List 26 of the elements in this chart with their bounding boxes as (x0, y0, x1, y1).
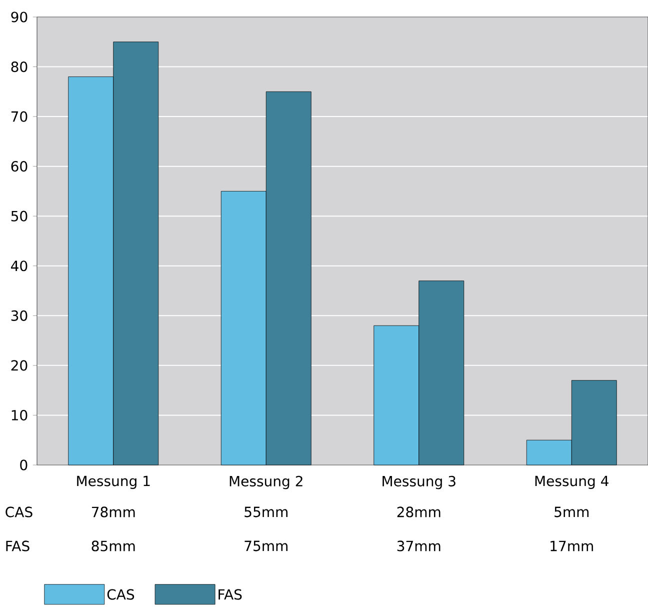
data-label: 78mm (92, 506, 135, 518)
x-tick-label: Messung 3 (382, 476, 456, 490)
legend-label: FAS (218, 589, 242, 600)
data-label: 85mm (92, 540, 135, 552)
y-tick-label: 0 (20, 460, 28, 470)
y-tick-label: 50 (11, 210, 28, 222)
y-tick-label: 80 (11, 61, 28, 72)
text: FAS (6, 540, 30, 552)
y-tick-label: 30 (11, 310, 28, 321)
legend-label: CAS (107, 589, 134, 600)
data-label: 37mm (397, 540, 440, 552)
text: CAS (6, 506, 32, 518)
data-label: 55mm (244, 506, 288, 518)
y-tick-label: 90 (11, 12, 28, 22)
data-label: 5mm (554, 506, 589, 518)
x-tick-label: Messung 1 (77, 476, 150, 489)
y-tick-label: 60 (11, 161, 28, 172)
data-label: 17mm (550, 540, 593, 552)
x-tick-label: Messung 2 (230, 476, 302, 490)
y-tick-label: 40 (11, 260, 28, 272)
y-tick-label: 10 (12, 410, 28, 421)
data-label: 28mm (397, 506, 440, 518)
x-tick-label: Messung 4 (535, 476, 608, 489)
y-tick-label: 70 (11, 111, 28, 122)
data-label: 75mm (244, 540, 288, 552)
y-tick-label: 20 (11, 360, 28, 371)
